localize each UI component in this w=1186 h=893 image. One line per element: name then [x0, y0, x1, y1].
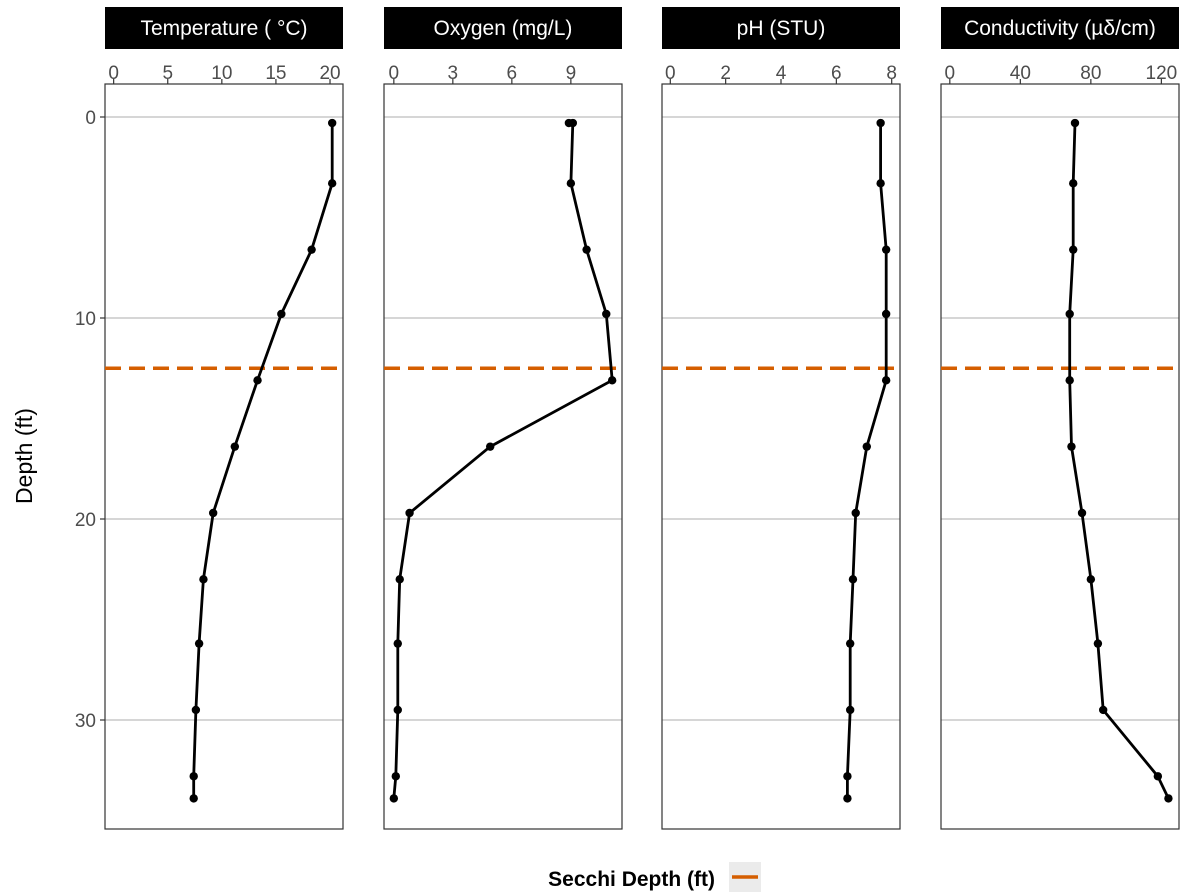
data-point: [1086, 575, 1096, 584]
data-point: [1069, 179, 1078, 188]
data-point: [1067, 442, 1076, 451]
x-tick-label: 4: [776, 63, 787, 84]
panel-2: pH (STU) 0 2 4 6 8: [661, 7, 901, 830]
legend: Secchi Depth (ft): [548, 862, 761, 892]
panel-1: Oxygen (mg/L) 0 3 6 9: [383, 7, 623, 830]
x-tick-label: 2: [720, 63, 731, 84]
data-point: [607, 376, 617, 385]
y-tick-label: 20: [75, 510, 96, 531]
series-line: [1068, 122, 1170, 800]
data-point: [876, 118, 885, 128]
data-point: [862, 442, 871, 451]
x-tick-label: 9: [566, 63, 577, 84]
panel-strip: [941, 7, 1179, 49]
data-point: [851, 508, 860, 518]
data-point: [277, 309, 286, 319]
data-point: [1065, 376, 1074, 385]
data-point: [486, 442, 495, 451]
data-point: [1153, 772, 1163, 781]
data-point: [582, 245, 591, 254]
data-point: [199, 575, 208, 584]
x-tick-label: 0: [108, 63, 119, 84]
data-point: [405, 508, 414, 518]
x-tick-label: 10: [211, 63, 232, 84]
series-line: [192, 123, 334, 799]
data-point: [391, 772, 401, 781]
data-point: [1070, 118, 1080, 128]
data-point: [1069, 245, 1078, 254]
panel-title: pH (STU): [737, 17, 826, 40]
data-point: [881, 376, 891, 385]
data-point: [194, 639, 204, 648]
data-point: [389, 794, 399, 803]
x-tick-label: 6: [507, 63, 518, 84]
panel-title: Conductivity (µδ/cm): [964, 17, 1156, 40]
panel-strip: [384, 7, 622, 49]
panel-border: [383, 83, 623, 830]
panel-strip: [662, 7, 900, 49]
x-tick-label: 5: [162, 63, 173, 84]
series-line: [392, 122, 614, 799]
y-tick-label: 0: [85, 108, 96, 129]
x-tick-label: 0: [945, 63, 956, 84]
panel-border: [104, 83, 344, 830]
y-axis-title: Depth (ft): [11, 408, 37, 504]
data-point: [191, 705, 201, 715]
panel-3: Conductivity (µδ/cm) 0 40 80 120: [940, 7, 1180, 830]
x-tick-label: 8: [886, 63, 897, 84]
data-point: [845, 639, 855, 648]
data-point: [566, 179, 576, 188]
x-tick-label: 0: [665, 63, 676, 84]
x-tick-label: 15: [265, 63, 286, 84]
x-tick-label: 120: [1146, 63, 1178, 84]
panel-border: [661, 83, 901, 830]
data-point: [327, 118, 337, 128]
data-point: [848, 575, 858, 584]
panel-border: [940, 83, 1180, 830]
series-line: [846, 123, 888, 799]
data-point: [307, 245, 316, 254]
x-tick-label: 3: [448, 63, 459, 84]
data-point: [189, 772, 198, 781]
data-point: [395, 575, 404, 584]
data-point: [1065, 309, 1074, 319]
data-point: [393, 639, 402, 648]
panel-title: Temperature ( °C): [140, 17, 307, 40]
data-point: [253, 376, 262, 385]
legend-title: Secchi Depth (ft): [548, 868, 715, 891]
x-tick-label: 40: [1010, 63, 1031, 84]
data-point: [208, 508, 218, 518]
data-point: [843, 794, 852, 803]
y-tick-label: 10: [75, 309, 96, 330]
data-point: [393, 705, 402, 715]
data-point: [881, 245, 891, 254]
panel-strip: [105, 7, 343, 49]
x-tick-label: 6: [831, 63, 842, 84]
x-tick-label: 20: [319, 63, 340, 84]
x-tick-label: 0: [389, 63, 400, 84]
x-tick-label: 80: [1080, 63, 1101, 84]
data-point: [568, 118, 578, 128]
panel-0: Temperature ( °C) 0 5 10 15 20: [104, 7, 344, 830]
y-tick-label: 30: [75, 711, 96, 732]
data-point: [881, 309, 891, 319]
data-point: [845, 705, 855, 715]
data-point: [1098, 705, 1108, 715]
data-point: [230, 442, 240, 451]
data-point: [1164, 794, 1173, 803]
data-point: [876, 179, 885, 188]
data-point: [1093, 639, 1103, 648]
data-point: [843, 772, 852, 781]
panel-title: Oxygen (mg/L): [434, 17, 573, 40]
data-point: [602, 309, 611, 319]
data-point: [1077, 508, 1087, 518]
data-point: [189, 794, 198, 803]
data-point: [327, 179, 337, 188]
